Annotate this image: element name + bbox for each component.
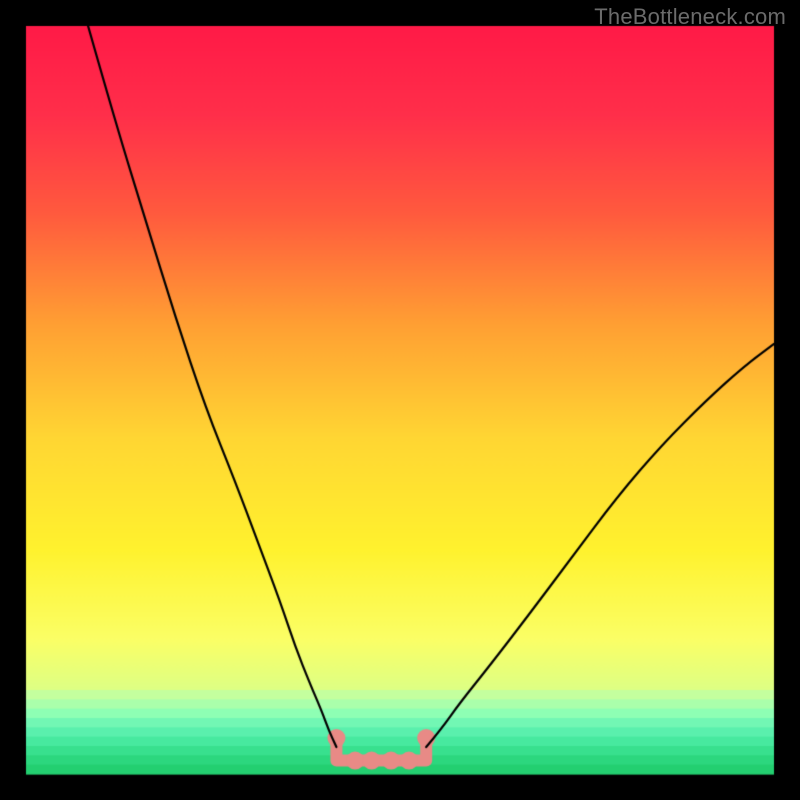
chart-stage: TheBottleneck.com (0, 0, 800, 800)
bottleneck-chart-canvas (0, 0, 800, 800)
